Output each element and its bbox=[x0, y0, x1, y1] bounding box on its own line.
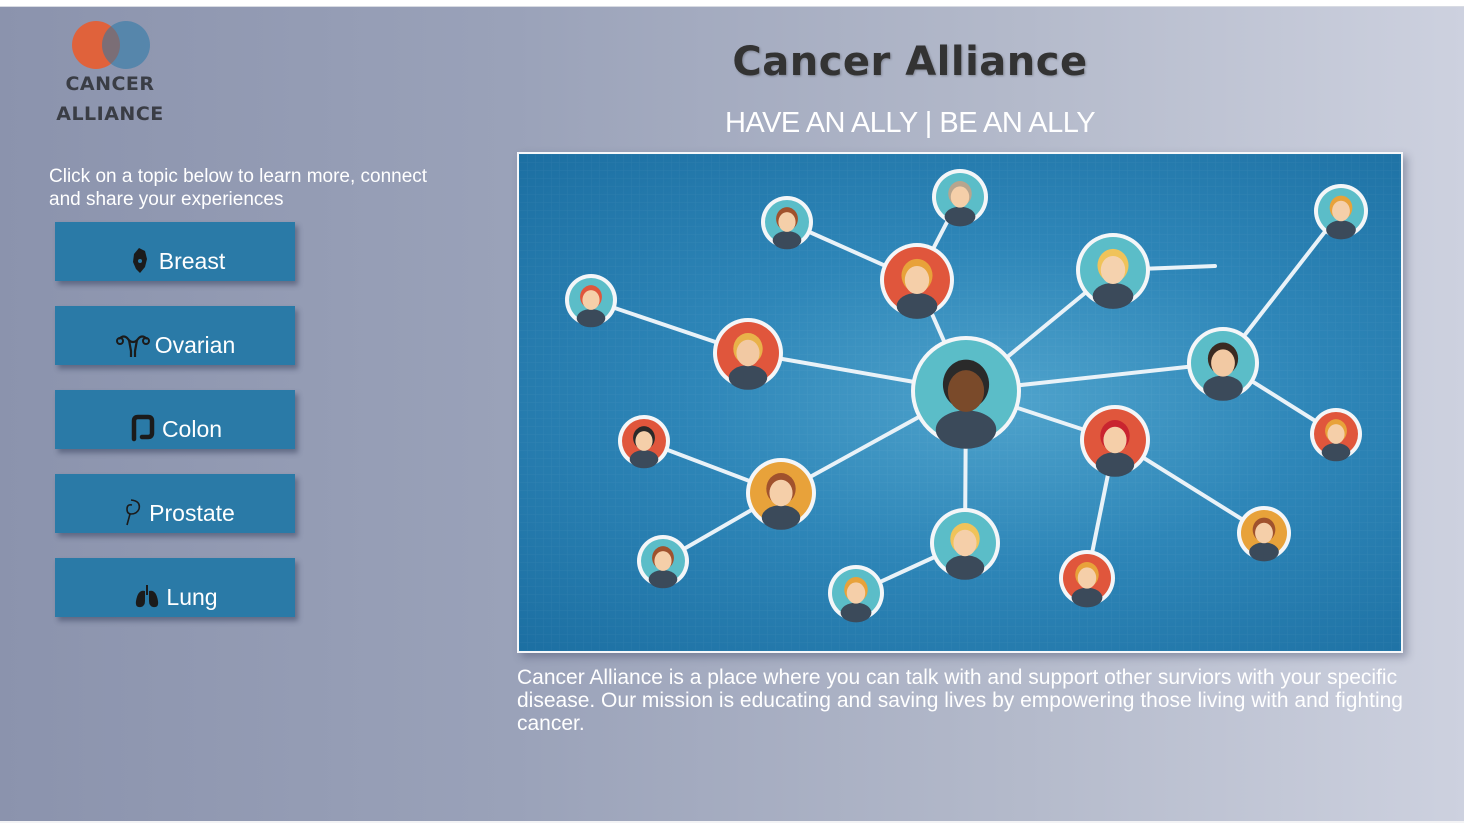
avatar-node bbox=[1076, 233, 1150, 309]
topic-label-colon: Colon bbox=[161, 416, 223, 442]
logo-text-line1: CANCER bbox=[65, 73, 155, 95]
avatar-node bbox=[932, 169, 988, 227]
avatar-node bbox=[1310, 408, 1362, 462]
avatar-node bbox=[761, 196, 813, 250]
topic-button-breast[interactable]: Breast bbox=[55, 222, 295, 281]
colon-icon bbox=[128, 413, 158, 443]
topic-label-prostate: Prostate bbox=[149, 500, 235, 526]
page-title: Cancer Alliance bbox=[732, 39, 1088, 85]
avatar-node bbox=[618, 415, 670, 469]
avatar-node bbox=[1187, 327, 1259, 401]
mission-statement: Cancer Alliance is a place where you can… bbox=[517, 666, 1403, 735]
page-background: CANCER ALLIANCE Click on a topic below t… bbox=[0, 6, 1464, 821]
topic-button-lung[interactable]: Lung bbox=[55, 558, 295, 617]
avatar-node bbox=[637, 535, 689, 589]
avatar-node bbox=[565, 274, 617, 328]
bottom-border bbox=[0, 821, 1464, 823]
avatar-node bbox=[1314, 184, 1368, 240]
breast-icon bbox=[125, 245, 155, 275]
avatar-node bbox=[1059, 550, 1115, 608]
network-graphic bbox=[519, 154, 1401, 651]
topic-button-ovarian[interactable]: Ovarian bbox=[55, 306, 295, 365]
topic-label-lung: Lung bbox=[166, 584, 218, 610]
topic-button-prostate[interactable]: Prostate bbox=[55, 474, 295, 533]
avatar-node bbox=[930, 508, 1000, 580]
logo-blue-circle bbox=[102, 21, 150, 69]
page-tagline: HAVE AN ALLY | BE AN ALLY bbox=[724, 107, 1096, 139]
topic-label-ovarian: Ovarian bbox=[154, 332, 236, 358]
avatar-node bbox=[713, 318, 783, 390]
avatar-node bbox=[746, 458, 816, 530]
avatar-node bbox=[911, 336, 1021, 449]
avatar-node bbox=[1080, 405, 1150, 477]
prostate-icon bbox=[115, 497, 145, 527]
people-network-illustration bbox=[517, 152, 1403, 653]
avatar-node bbox=[880, 243, 954, 319]
lungs-icon bbox=[132, 581, 162, 611]
avatar-node bbox=[828, 565, 884, 623]
topic-label-breast: Breast bbox=[158, 248, 226, 274]
cancer-alliance-logo[interactable]: CANCER ALLIANCE bbox=[50, 21, 170, 131]
ovary-icon bbox=[115, 329, 151, 359]
intro-text: Click on a topic below to learn more, co… bbox=[49, 166, 428, 210]
avatar-node bbox=[1237, 506, 1291, 562]
topic-button-colon[interactable]: Colon bbox=[55, 390, 295, 449]
logo-text-line2: ALLIANCE bbox=[56, 103, 164, 125]
